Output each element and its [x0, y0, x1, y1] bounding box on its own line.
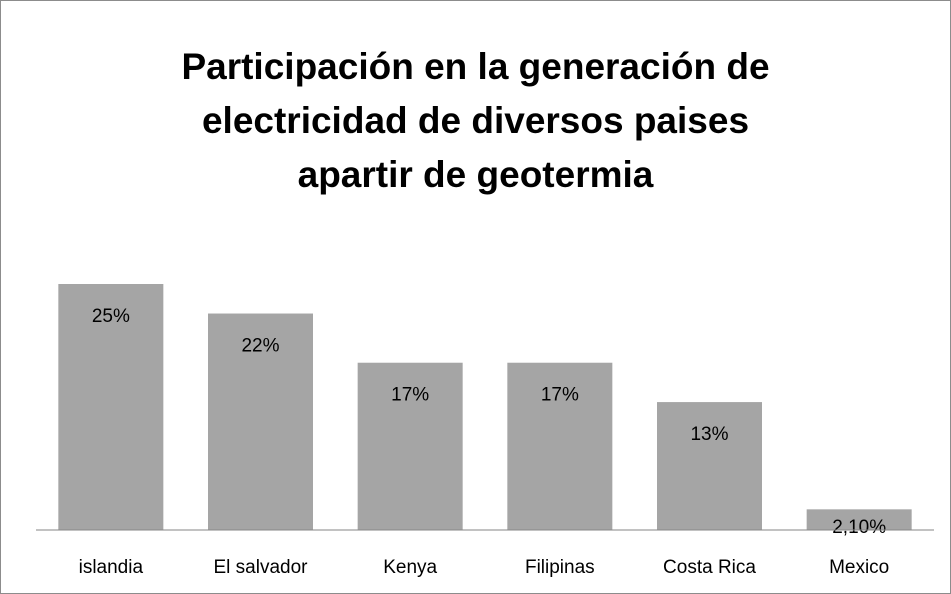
data-label: 25%: [92, 306, 130, 327]
bar: [507, 362, 613, 530]
bar: [357, 362, 463, 530]
bar: [806, 509, 912, 530]
data-label: 13%: [690, 424, 728, 445]
chart-title: Participación en la generación de electr…: [181, 46, 770, 195]
x-tick-label: Mexico: [829, 557, 889, 578]
x-tick-label: El salvador: [214, 557, 309, 578]
bar: [58, 284, 164, 530]
data-label: 22%: [241, 336, 279, 357]
data-label: 17%: [391, 385, 429, 406]
x-tick-label: islandia: [79, 557, 144, 578]
bar: [208, 313, 313, 530]
data-label: 17%: [541, 385, 579, 406]
data-label: 2,10%: [832, 517, 886, 538]
x-tick-label: Costa Rica: [663, 557, 756, 578]
x-tick-label: Kenya: [383, 557, 437, 578]
bar: [657, 402, 762, 530]
x-tick-label: Filipinas: [525, 557, 595, 578]
